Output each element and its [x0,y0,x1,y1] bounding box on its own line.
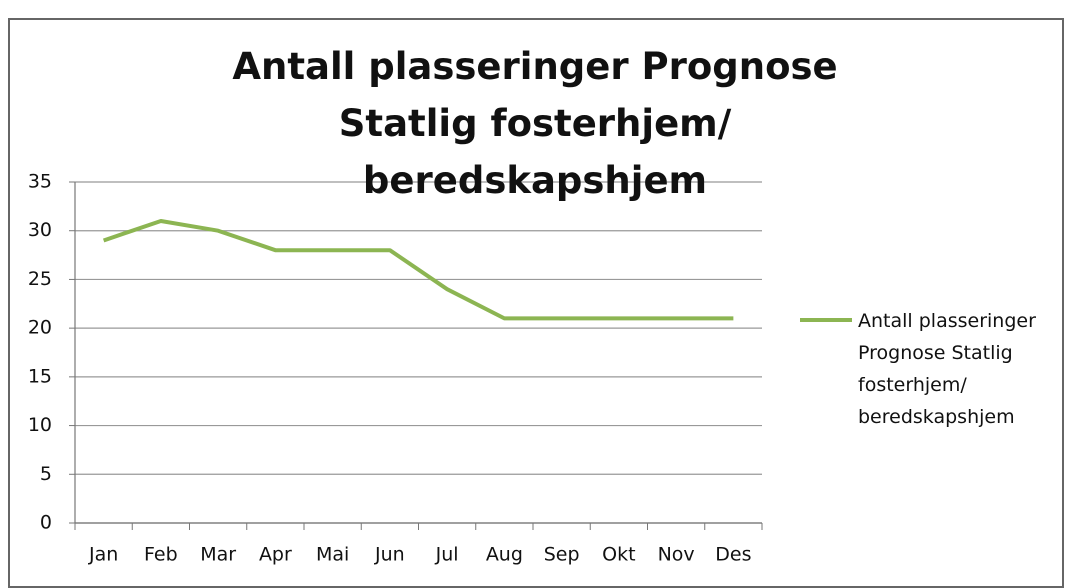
x-tick-label: Jan [88,544,118,566]
x-tick-label: Mar [200,544,236,566]
y-tick-label: 15 [28,365,52,387]
x-tick-label: Des [715,544,751,566]
series-line [102,218,734,321]
y-tick-label: 20 [28,317,52,339]
chart-title: Antall plasseringer Prognose Statlig fos… [232,45,838,202]
x-tick-label: Nov [658,544,695,566]
legend-label: Antall plasseringer Prognose Statlig fos… [858,310,1036,428]
x-tick-label: Sep [544,544,580,566]
y-tick-label: 0 [40,512,52,534]
x-tick-label: Jun [374,544,405,566]
y-tick-label: 25 [28,268,52,290]
x-tick-label: Feb [144,544,178,566]
y-tick-label: 10 [28,414,52,436]
x-tick-label: Mai [316,544,349,566]
y-tick-label: 35 [28,171,52,193]
x-tick-label: Jul [435,544,459,566]
y-tick-label: 5 [40,463,52,485]
x-tick-label: Apr [259,544,292,566]
x-tick-label: Aug [486,544,523,566]
y-tick-label: 30 [28,219,52,241]
x-tick-label: Okt [602,544,635,566]
